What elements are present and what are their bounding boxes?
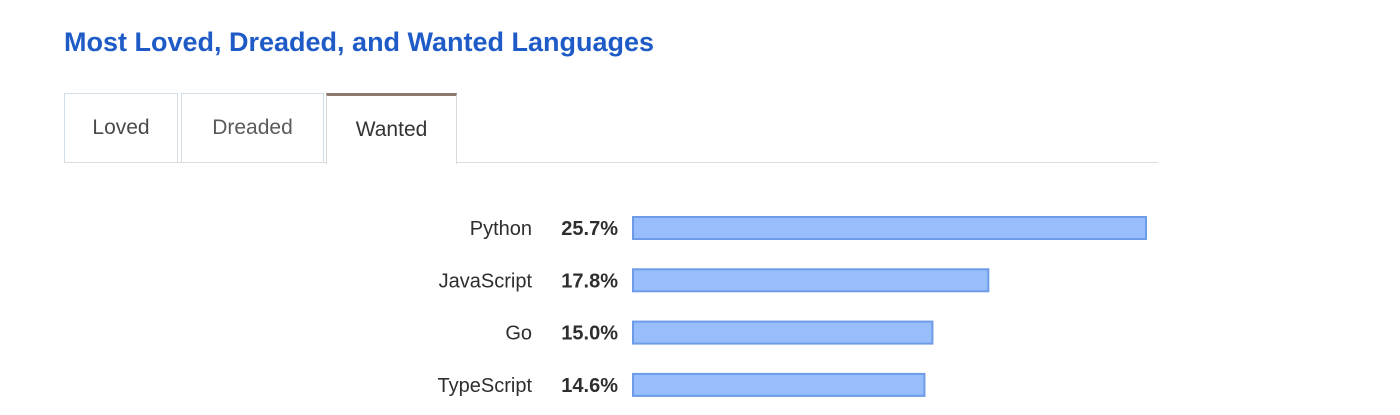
category-label-javascript: JavaScript: [439, 270, 533, 292]
bar-python: [632, 216, 1147, 240]
page-title: Most Loved, Dreaded, and Wanted Language…: [64, 27, 655, 57]
language-tabs: Loved Dreaded Wanted: [64, 93, 1158, 164]
category-label-python: Python: [470, 218, 532, 240]
category-label-go: Go: [505, 323, 532, 345]
tab-dreaded[interactable]: Dreaded: [181, 93, 324, 162]
bar-javascript: [632, 268, 990, 293]
bar-typescript: [632, 372, 926, 397]
wanted-languages-chart: Python 25.7% JavaScript 17.8% Go 15.0% TypeScr…: [438, 216, 1147, 397]
category-label-typescript: TypeScript: [438, 375, 533, 397]
tab-loved[interactable]: Loved: [64, 93, 178, 162]
value-label-typescript: 14.6%: [561, 375, 618, 397]
value-label-javascript: 17.8%: [561, 270, 618, 292]
tab-wanted[interactable]: Wanted: [326, 93, 457, 164]
tabs-divider: [64, 162, 1158, 163]
value-label-go: 15.0%: [561, 323, 618, 345]
bar-go: [632, 320, 934, 345]
value-label-python: 25.7%: [561, 218, 618, 240]
